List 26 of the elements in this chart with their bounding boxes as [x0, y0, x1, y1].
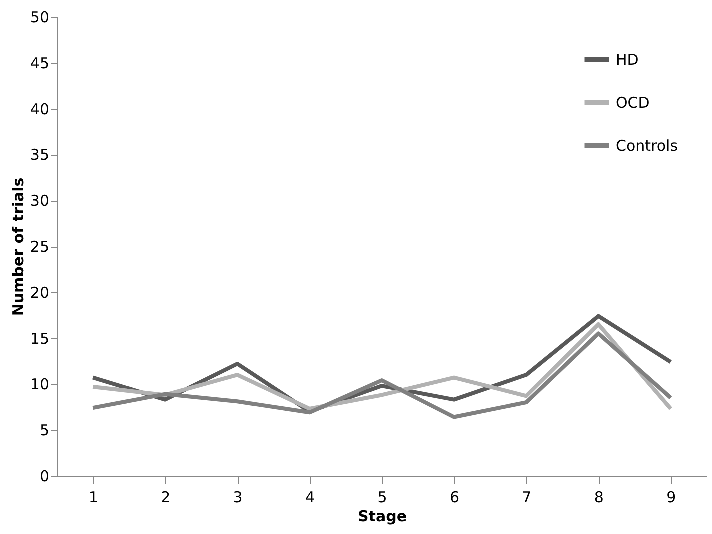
y-tick-label: 10	[30, 376, 50, 394]
legend-label: OCD	[616, 94, 650, 112]
x-tick-label: 4	[306, 488, 316, 506]
y-tick-label: 40	[30, 100, 50, 118]
y-tick-label: 25	[30, 238, 50, 256]
y-tick-label: 20	[30, 284, 50, 302]
line-series	[91, 332, 673, 420]
x-tick-label: 8	[594, 488, 604, 506]
y-tick-label: 30	[30, 192, 50, 210]
y-tick-label: 45	[30, 54, 50, 72]
y-tick-label: 0	[40, 468, 50, 486]
y-tick-label: 50	[30, 8, 50, 26]
x-tick-label: 3	[233, 488, 243, 506]
x-axis-title: Stage	[358, 508, 408, 526]
x-tick-label: 2	[161, 488, 171, 506]
x-tick-label: 9	[666, 488, 676, 506]
x-tick-label: 1	[88, 488, 98, 506]
y-tick-label: 5	[40, 422, 50, 440]
y-tick-label: 35	[30, 146, 50, 164]
x-tick-label: 6	[450, 488, 460, 506]
legend-label: Controls	[616, 137, 678, 155]
x-tick-label: 5	[378, 488, 388, 506]
legend-label: HD	[616, 51, 639, 69]
y-tick-label: 15	[30, 330, 50, 348]
y-axis-title: Number of trials	[9, 178, 28, 316]
x-tick-label: 7	[522, 488, 532, 506]
